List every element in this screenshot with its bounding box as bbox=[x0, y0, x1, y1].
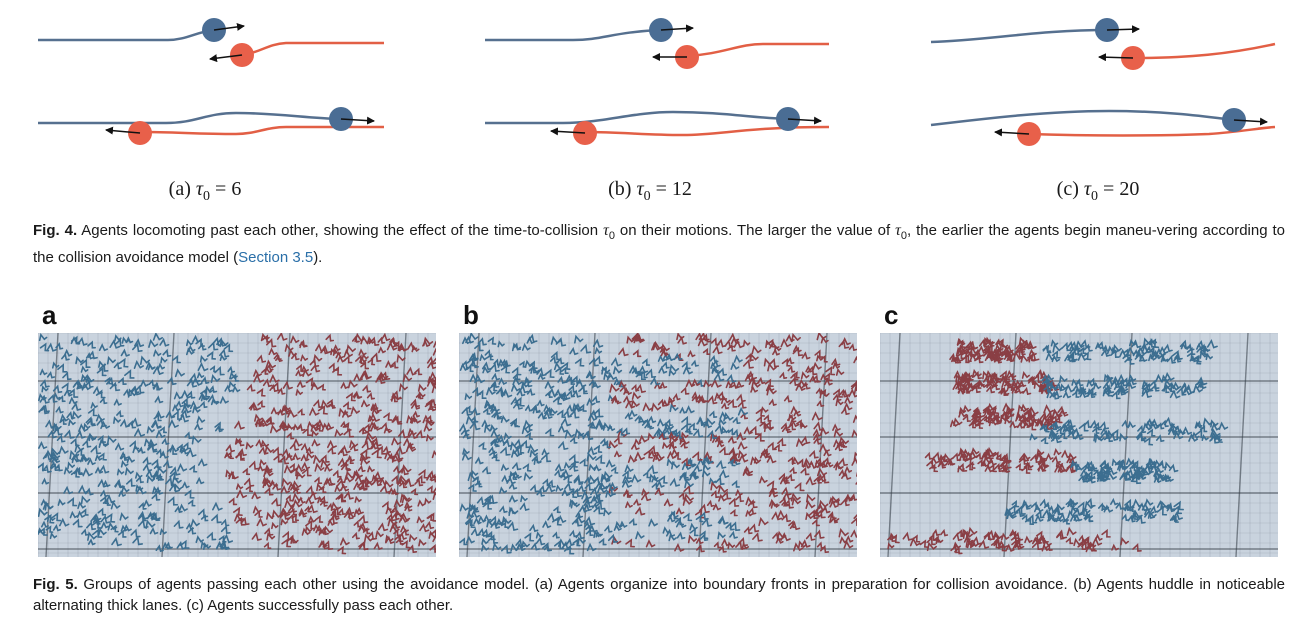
red-velocity-arrow bbox=[209, 54, 243, 63]
fig4-panel-c bbox=[929, 10, 1304, 160]
fig5-panel-c: c bbox=[880, 300, 1278, 558]
blue-path bbox=[38, 111, 342, 125]
fig4-subcaption-a: (a) τ0 = 6 bbox=[168, 178, 242, 204]
blue-path bbox=[485, 28, 662, 42]
red-velocity-arrow bbox=[994, 128, 1030, 137]
fig5-caption: Fig. 5. Groups of agents passing each ot… bbox=[33, 576, 1285, 614]
figure-4: (a) τ0 = 6 (b) τ0 = 12 (c) τ0 = 20 Fig. … bbox=[0, 0, 1304, 275]
fig4-caption: Fig. 4. Agents locomoting past each othe… bbox=[33, 222, 1286, 266]
red-path bbox=[1028, 125, 1276, 137]
red-path bbox=[1132, 42, 1276, 60]
fig5-panel-b: b bbox=[459, 300, 857, 558]
fig4-panel-c-diagram bbox=[930, 18, 1276, 146]
red-path bbox=[584, 125, 830, 137]
red-path bbox=[139, 125, 384, 136]
blue-velocity-arrow bbox=[787, 116, 822, 125]
fig4-panel-a-diagram bbox=[38, 18, 384, 145]
section-link[interactable]: Section 3.5 bbox=[238, 249, 314, 266]
blue-path bbox=[38, 28, 215, 42]
red-path bbox=[245, 41, 384, 56]
blue-velocity-arrow bbox=[340, 116, 375, 125]
blue-velocity-arrow bbox=[1233, 117, 1268, 126]
fig5-panel-letter: a bbox=[42, 300, 57, 330]
blue-path bbox=[930, 109, 1235, 127]
crowd-render-c bbox=[880, 333, 1278, 557]
fig5-panel-letter: b bbox=[463, 300, 479, 330]
fig4-subcaption-b: (b) τ0 = 12 bbox=[608, 178, 692, 204]
fig4-caption-label: Fig. 4. bbox=[33, 222, 78, 239]
red-velocity-arrow bbox=[1098, 53, 1134, 62]
crowd-render-a bbox=[38, 333, 436, 557]
red-velocity-arrow bbox=[105, 126, 141, 135]
blue-path bbox=[930, 28, 1108, 44]
red-path bbox=[686, 42, 829, 58]
fig5-caption-label: Fig. 5. bbox=[33, 576, 78, 593]
fig4-panel-a bbox=[36, 10, 416, 160]
fig4-panel-b bbox=[483, 10, 863, 160]
fig5-panel-a: a bbox=[38, 300, 436, 558]
blue-velocity-arrow bbox=[213, 22, 245, 31]
red-velocity-arrow bbox=[550, 127, 586, 136]
blue-velocity-arrow bbox=[660, 24, 694, 33]
crowd-render-b bbox=[459, 333, 857, 557]
fig5-panel-letter: c bbox=[884, 300, 899, 330]
fig4-panel-b-diagram bbox=[485, 18, 830, 145]
fig4-subcaption-c: (c) τ0 = 20 bbox=[1056, 178, 1140, 204]
blue-path bbox=[485, 110, 789, 125]
blue-velocity-arrow bbox=[1106, 25, 1140, 34]
